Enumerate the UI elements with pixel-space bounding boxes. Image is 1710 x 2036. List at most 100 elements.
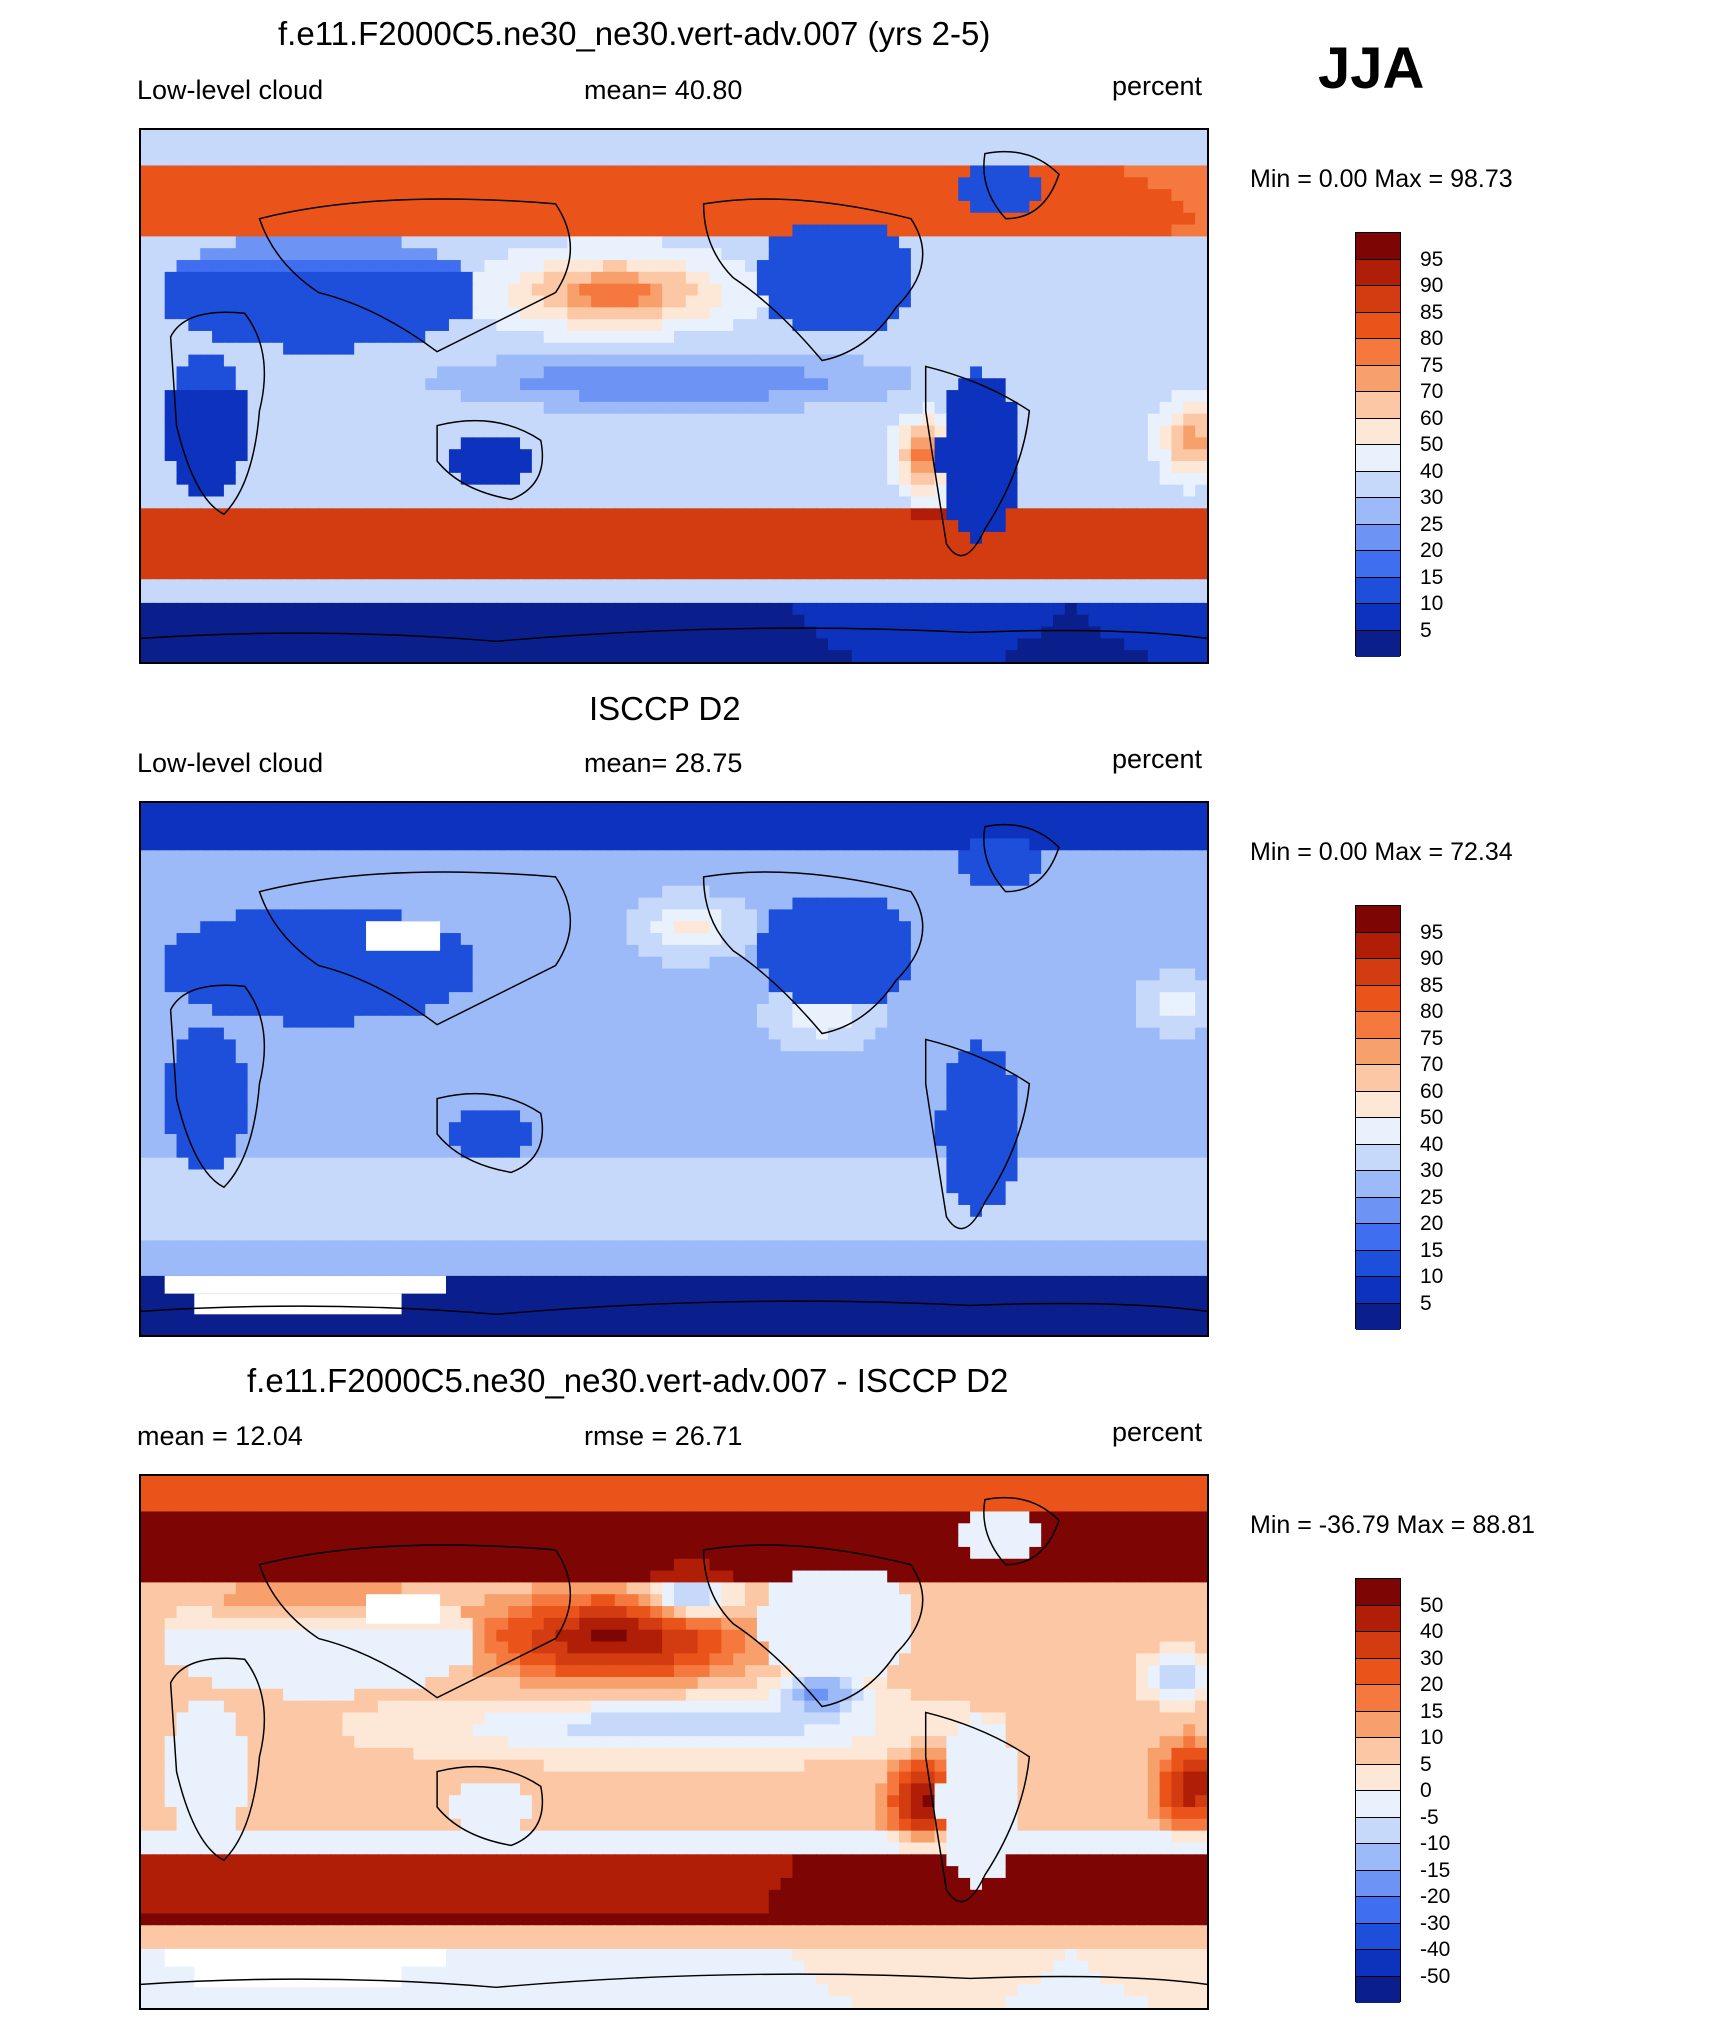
field-cell [851, 484, 865, 498]
field-cell [863, 897, 877, 911]
field-cell [235, 885, 249, 899]
field-cell [946, 579, 960, 592]
field-cell [1064, 602, 1078, 616]
field-cell [294, 413, 308, 427]
field-cell [425, 885, 438, 899]
field-cell [1041, 909, 1054, 923]
field-cell [1195, 496, 1207, 510]
field-cell [768, 496, 782, 510]
field-cell [721, 425, 735, 439]
field-cell [602, 803, 616, 816]
field-cell [745, 591, 758, 604]
field-cell [1076, 271, 1090, 285]
field-cell [200, 461, 213, 474]
field-cell [674, 897, 687, 911]
field-cell [1135, 567, 1149, 581]
field-cell [626, 200, 640, 214]
field-cell [816, 271, 829, 285]
field-cell [366, 165, 379, 179]
field-cell [377, 366, 391, 380]
field-cell [887, 401, 900, 415]
field-cell [567, 461, 581, 474]
field-cell [176, 295, 190, 309]
field-cell [152, 130, 166, 143]
field-cell [602, 177, 616, 190]
field-cell [934, 413, 948, 427]
field-cell [591, 543, 604, 557]
field-cell [970, 602, 983, 616]
field-cell [306, 496, 320, 510]
field-cell [626, 862, 640, 875]
field-cell [756, 484, 770, 498]
field-cell [697, 472, 711, 486]
field-cell [839, 330, 853, 344]
field-cell [164, 909, 178, 923]
colorbar-swatch [1356, 604, 1400, 631]
field-cell [508, 814, 521, 828]
field-cell [934, 484, 948, 498]
field-cell [1064, 390, 1078, 403]
field-cell [200, 366, 213, 380]
field-cell [318, 295, 332, 309]
field-cell [271, 496, 285, 510]
field-cell [970, 319, 983, 332]
field-cell [294, 165, 308, 179]
field-cell [650, 638, 664, 652]
field-cell [306, 130, 320, 143]
field-cell [970, 555, 983, 569]
field-cell [1017, 354, 1031, 368]
field-cell [543, 508, 557, 522]
field-cell [152, 248, 166, 261]
field-cell [958, 378, 971, 391]
field-cell [342, 153, 356, 167]
field-cell [1005, 177, 1019, 190]
field-cell [981, 425, 995, 439]
field-cell [294, 614, 308, 628]
field-cell [638, 413, 652, 427]
field-cell [721, 814, 735, 828]
field-cell [460, 413, 474, 427]
field-cell [875, 437, 889, 451]
field-cell [579, 307, 592, 321]
field-cell [1147, 850, 1161, 863]
field-cell [413, 555, 427, 569]
field-cell [851, 508, 865, 522]
field-cell [152, 531, 166, 545]
field-cell [1183, 153, 1197, 167]
field-cell [460, 378, 474, 391]
field-cell [318, 602, 332, 616]
field-cell [342, 567, 356, 581]
field-cell [543, 307, 557, 321]
field-cell [614, 909, 628, 923]
field-cell [591, 165, 604, 179]
field-cell [318, 437, 332, 451]
field-cell [638, 614, 652, 628]
field-cell [970, 638, 983, 652]
field-cell [674, 401, 687, 415]
field-cell [377, 803, 391, 816]
field-cell [520, 862, 533, 875]
field-cell [531, 283, 545, 297]
field-cell [342, 579, 356, 592]
field-cell [721, 366, 735, 380]
field-cell [816, 520, 829, 533]
field-cell [792, 626, 806, 640]
field-cell [520, 153, 533, 167]
field-cell [934, 260, 948, 273]
field-cell [863, 413, 877, 427]
field-cell [294, 885, 308, 899]
field-cell [425, 484, 438, 498]
field-cell [1147, 496, 1161, 510]
field-cell [745, 401, 758, 415]
field-cell [520, 461, 533, 474]
field-cell [496, 401, 510, 415]
field-cell [958, 165, 971, 179]
field-cell [768, 531, 782, 545]
field-cell [247, 437, 261, 451]
field-cell [1124, 354, 1137, 368]
field-cell [567, 177, 581, 190]
field-cell [1029, 484, 1043, 498]
field-cell [401, 897, 415, 911]
field-cell [389, 153, 403, 167]
field-cell [946, 591, 960, 604]
